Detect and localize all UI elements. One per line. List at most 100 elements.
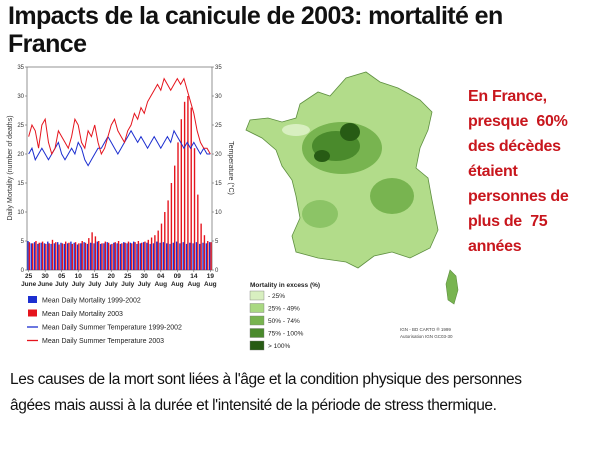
bar	[43, 243, 46, 270]
note-line: plus de 75	[468, 213, 548, 230]
x-tick-label: 20	[108, 273, 116, 280]
note-line: presque 60%	[468, 113, 568, 130]
bottom-text: Les causes de la mort sont liées à l'âge…	[10, 367, 522, 419]
bar	[164, 212, 166, 270]
note-line: personnes de	[468, 188, 569, 205]
legend-label: Mean Daily Summer Temperature 1999-2002	[42, 325, 182, 332]
bar	[27, 241, 29, 270]
bar	[98, 241, 100, 270]
bar	[189, 242, 191, 270]
bar	[91, 232, 93, 270]
x-tick-month: July	[138, 281, 151, 288]
bar	[81, 241, 83, 270]
bar	[150, 237, 153, 270]
x-tick-label: 25	[124, 273, 132, 280]
bar	[124, 242, 126, 270]
map	[245, 71, 459, 305]
x-tick-month: July	[105, 281, 118, 288]
bar	[35, 241, 37, 270]
map-legend-label: 50% - 74%	[268, 318, 300, 325]
bar	[169, 243, 171, 270]
bar	[136, 243, 138, 270]
bar	[60, 242, 62, 270]
bar	[156, 241, 158, 270]
bar	[63, 243, 65, 270]
bar	[33, 242, 36, 270]
bar	[68, 242, 70, 270]
bar	[146, 242, 148, 270]
map-legend-title: Mortality in excess (%)	[250, 282, 320, 289]
y-tick-label: 15	[17, 181, 24, 187]
slide-title: Impacts de la canicule de 2003: mortalit…	[8, 2, 503, 58]
map-legend-label: - 25%	[268, 293, 285, 300]
x-tick-label: 19	[207, 273, 215, 280]
bar	[210, 242, 212, 270]
bar	[45, 243, 47, 270]
bar	[160, 223, 163, 270]
bar	[167, 200, 169, 270]
bar	[119, 243, 122, 270]
bar	[101, 243, 103, 270]
note-line: En France,	[468, 88, 547, 105]
map-legend-label: > 100%	[268, 343, 290, 350]
bar	[203, 235, 206, 270]
bar	[166, 243, 168, 270]
map-legend-swatch	[249, 328, 265, 338]
map-credit: Autorisation IGN GC03-30	[400, 334, 453, 339]
x-tick-month: June	[38, 281, 54, 288]
bar	[78, 243, 80, 270]
bar	[70, 241, 72, 270]
y2-axis-label: Temperature (°C)	[227, 141, 235, 195]
bar	[114, 242, 116, 270]
bar	[106, 242, 108, 270]
y-tick-label: 5	[21, 239, 25, 245]
bar	[109, 244, 112, 270]
y-tick-label: 10	[17, 210, 24, 216]
legend-label: Mean Daily Mortality 1999-2002	[42, 298, 141, 305]
bar	[180, 119, 183, 270]
x-tick-month: Aug	[204, 281, 217, 288]
bar	[195, 242, 198, 270]
x-tick-label: 05	[58, 273, 66, 280]
bar	[50, 243, 52, 270]
x-tick-month: June	[21, 281, 37, 288]
bar	[162, 242, 165, 270]
y-axis-label: Daily Mortality (number of deaths)	[7, 115, 14, 220]
x-tick-label: 15	[91, 273, 99, 280]
bar	[126, 243, 128, 270]
y-tick-label: 0	[21, 268, 25, 274]
y2-tick-label: 20	[215, 152, 222, 158]
bar	[104, 241, 107, 270]
bar	[183, 101, 186, 270]
line	[28, 129, 211, 167]
bar	[147, 239, 149, 270]
bar	[140, 242, 143, 270]
bar	[131, 243, 133, 270]
bar	[90, 242, 92, 270]
bar	[53, 243, 56, 270]
y-tick-label: 30	[17, 94, 24, 100]
bar	[56, 242, 59, 270]
legend-label: Mean Daily Mortality 2003	[42, 311, 123, 318]
bar	[187, 96, 189, 270]
note-line: étaient	[468, 163, 518, 180]
bar	[197, 194, 199, 270]
bar	[73, 242, 75, 270]
note: En France, presque 60% des décèdes étaient p…	[468, 84, 569, 259]
bar	[30, 243, 32, 270]
bar	[207, 241, 209, 270]
bar	[200, 223, 202, 270]
bar	[31, 243, 34, 270]
bar	[149, 243, 151, 270]
bar	[41, 241, 44, 270]
map-legend-swatch	[249, 340, 265, 351]
region	[340, 123, 360, 141]
y2-tick-label: 30	[215, 94, 222, 100]
y-tick-label: 25	[17, 123, 24, 129]
bar	[172, 242, 175, 270]
bar	[202, 242, 204, 270]
bar	[37, 243, 39, 270]
x-tick-label: 14	[190, 273, 198, 280]
y2-tick-label: 35	[215, 65, 222, 71]
